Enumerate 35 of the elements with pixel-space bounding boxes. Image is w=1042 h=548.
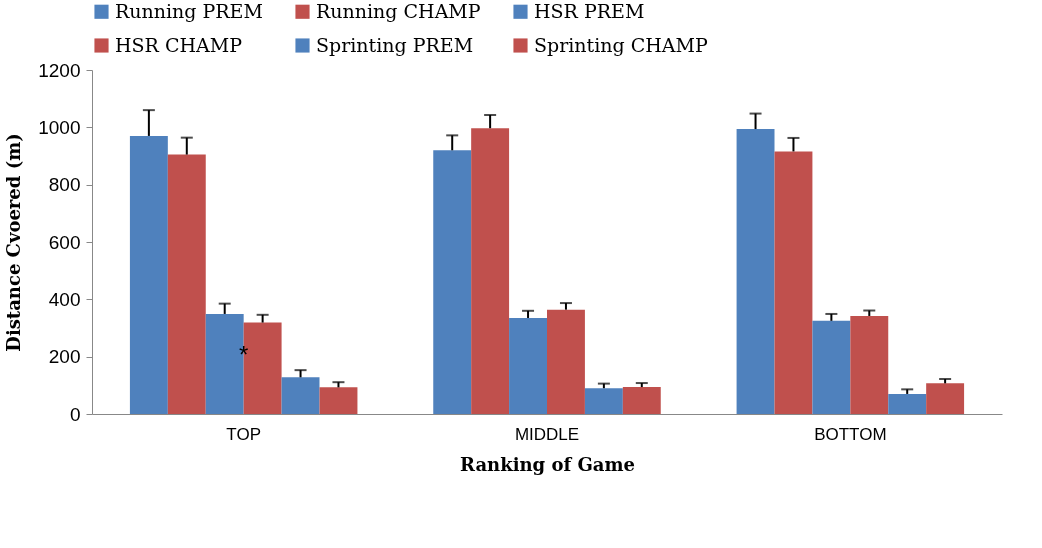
bar <box>433 150 472 414</box>
bar <box>926 383 965 414</box>
legend-label: Running PREM <box>115 0 263 22</box>
x-tick-label: TOP <box>226 424 261 444</box>
bar <box>281 377 320 414</box>
legend-label: Sprinting CHAMP <box>534 33 709 56</box>
bar <box>547 309 585 414</box>
y-tick-label: 800 <box>48 174 81 196</box>
y-tick-label: 600 <box>48 231 81 253</box>
bar <box>471 128 510 414</box>
legend-label: Running CHAMP <box>316 0 481 22</box>
y-tick-label: 400 <box>48 288 81 310</box>
bar <box>167 154 206 414</box>
bar <box>319 387 358 414</box>
x-tick-label: BOTTOM <box>814 424 887 444</box>
y-tick-label: 0 <box>69 403 81 425</box>
legend-label: Sprinting PREM <box>316 33 474 56</box>
bar <box>622 387 661 414</box>
bar <box>812 320 851 414</box>
y-tick-label: 200 <box>48 346 81 368</box>
bar <box>736 129 775 414</box>
x-tick-label: MIDDLE <box>514 424 580 444</box>
legend-label: HSR PREM <box>534 0 645 22</box>
y-tick-label: 1000 <box>38 116 81 138</box>
x-axis-title: Ranking of Game <box>460 453 635 475</box>
y-axis-title: Distance Cvoered (m) <box>3 133 25 352</box>
legend-label: HSR CHAMP <box>115 33 243 56</box>
bar <box>774 151 813 414</box>
bar <box>850 315 889 414</box>
bar <box>509 317 547 414</box>
bar <box>129 135 168 414</box>
bar <box>888 393 927 414</box>
bar <box>584 388 623 414</box>
annotation: * <box>238 340 249 368</box>
y-tick-label: 1200 <box>38 59 81 81</box>
